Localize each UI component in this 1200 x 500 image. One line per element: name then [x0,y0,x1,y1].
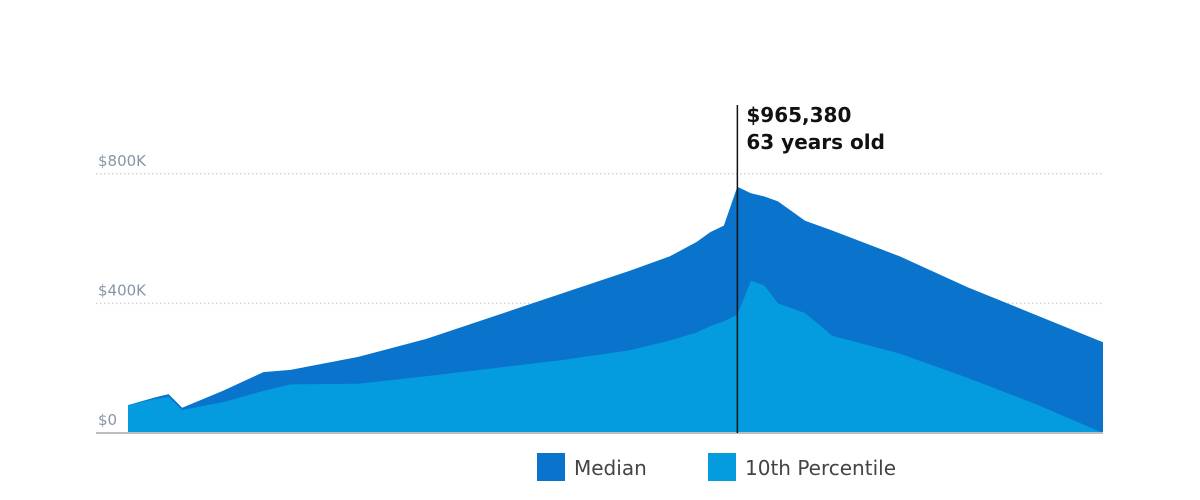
legend-swatch [708,453,736,481]
y-tick-label: $0 [98,411,117,429]
y-tick-label: $400K [98,281,147,299]
annotation-text: 63 years old [746,130,885,154]
legend-label: 10th Percentile [745,456,896,480]
legend-label: Median [574,456,647,480]
y-tick-label: $800K [98,152,147,170]
legend-swatch [537,453,565,481]
area [128,280,1103,433]
annotation-text: $965,380 [746,103,851,127]
